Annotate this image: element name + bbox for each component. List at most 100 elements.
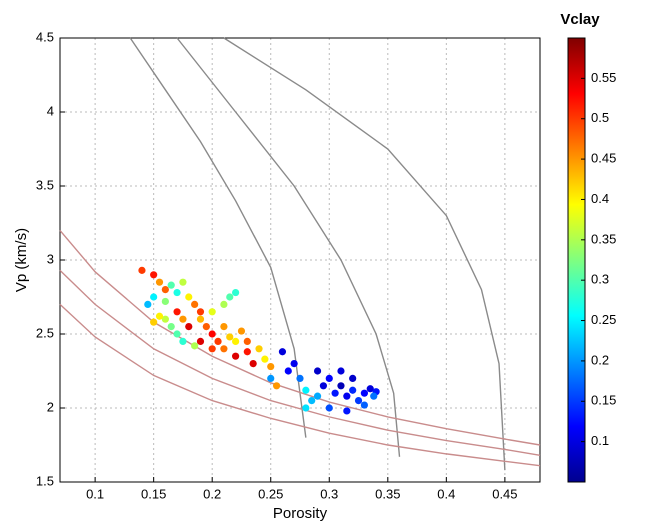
- point: [226, 293, 234, 301]
- point: [161, 315, 169, 323]
- y-axis-label: Vp (km/s): [13, 228, 30, 292]
- point: [267, 362, 275, 371]
- colorbar-tick-label: 0.2: [591, 352, 609, 367]
- point: [214, 337, 222, 345]
- point: [308, 397, 316, 405]
- y-tick-label: 3: [47, 251, 54, 266]
- colorbar-tick-label: 0.35: [591, 231, 616, 246]
- x-tick-label: 0.35: [375, 486, 400, 501]
- y-tick-label: 3.5: [36, 177, 54, 192]
- point: [232, 337, 240, 345]
- point: [290, 360, 298, 368]
- x-tick-label: 0.3: [320, 486, 338, 501]
- x-tick-label: 0.15: [141, 486, 166, 501]
- x-tick-label: 0.2: [203, 486, 221, 501]
- point: [331, 389, 339, 397]
- point: [337, 382, 345, 390]
- point: [255, 345, 263, 353]
- point: [261, 355, 269, 363]
- point: [155, 312, 164, 320]
- point: [343, 392, 351, 400]
- y-tick-label: 2: [47, 399, 54, 414]
- point: [220, 345, 228, 353]
- point: [173, 308, 181, 316]
- trend-line: [59, 269, 541, 457]
- point: [272, 382, 281, 390]
- point: [161, 286, 169, 294]
- colorbar-tick-label: 0.4: [591, 191, 609, 206]
- point: [296, 374, 304, 382]
- x-tick-label: 0.4: [437, 486, 455, 501]
- x-axis-label: Porosity: [273, 505, 328, 522]
- point: [349, 386, 357, 394]
- y-tick-label: 4.5: [36, 29, 54, 44]
- point: [360, 389, 368, 397]
- point: [179, 278, 187, 286]
- point: [167, 281, 175, 289]
- point: [196, 337, 205, 345]
- point: [150, 318, 158, 326]
- x-tick-label: 0.45: [492, 486, 517, 501]
- point: [313, 367, 322, 375]
- point: [185, 323, 193, 331]
- point: [220, 300, 228, 308]
- colorbar-tick-label: 0.15: [591, 393, 616, 408]
- trend-line: [223, 37, 506, 471]
- point: [173, 330, 181, 338]
- trend-line: [176, 37, 401, 457]
- point: [138, 266, 146, 274]
- colorbar-tick-label: 0.5: [591, 110, 609, 125]
- trend-line: [59, 229, 541, 446]
- point: [278, 348, 287, 356]
- point: [313, 392, 322, 400]
- point: [243, 348, 251, 356]
- point: [185, 293, 193, 301]
- point: [319, 382, 328, 390]
- point: [284, 367, 292, 375]
- y-tick-label: 4: [47, 103, 54, 118]
- colorbar-tick-label: 0.55: [591, 70, 616, 85]
- point: [232, 352, 240, 360]
- point: [179, 337, 187, 345]
- point: [366, 385, 374, 393]
- point: [325, 404, 333, 412]
- colorbar-tick-label: 0.25: [591, 312, 616, 327]
- point: [349, 374, 357, 382]
- colorbar-title: Vclay: [560, 11, 600, 28]
- trend-line: [59, 303, 541, 467]
- point: [144, 300, 152, 308]
- colorbar: [567, 37, 586, 483]
- point: [179, 315, 187, 323]
- point: [243, 337, 251, 345]
- point: [370, 392, 378, 400]
- point: [173, 288, 181, 297]
- point: [208, 308, 216, 316]
- point: [302, 386, 310, 394]
- point: [226, 333, 234, 341]
- point: [155, 278, 164, 286]
- point: [267, 374, 275, 382]
- y-tick-label: 1.5: [36, 473, 54, 488]
- point: [167, 323, 175, 331]
- point: [202, 323, 210, 331]
- point: [150, 271, 158, 279]
- point: [232, 288, 240, 297]
- colorbar-tick-label: 0.45: [591, 151, 616, 166]
- x-tick-label: 0.25: [258, 486, 283, 501]
- point: [191, 342, 199, 350]
- axes-frame: [59, 37, 541, 483]
- point: [161, 297, 169, 306]
- point: [325, 374, 333, 382]
- point: [354, 397, 363, 405]
- point: [208, 330, 216, 338]
- y-tick-label: 2.5: [36, 325, 54, 340]
- point: [208, 345, 216, 353]
- point: [360, 401, 368, 409]
- trend-line: [129, 37, 307, 438]
- x-tick-label: 0.1: [86, 486, 104, 501]
- point: [337, 367, 345, 375]
- colorbar-tick-label: 0.1: [591, 433, 609, 448]
- point: [191, 300, 199, 308]
- point: [220, 323, 228, 331]
